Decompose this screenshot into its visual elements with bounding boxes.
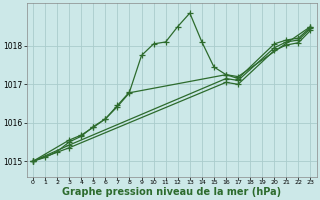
X-axis label: Graphe pression niveau de la mer (hPa): Graphe pression niveau de la mer (hPa) <box>62 187 281 197</box>
